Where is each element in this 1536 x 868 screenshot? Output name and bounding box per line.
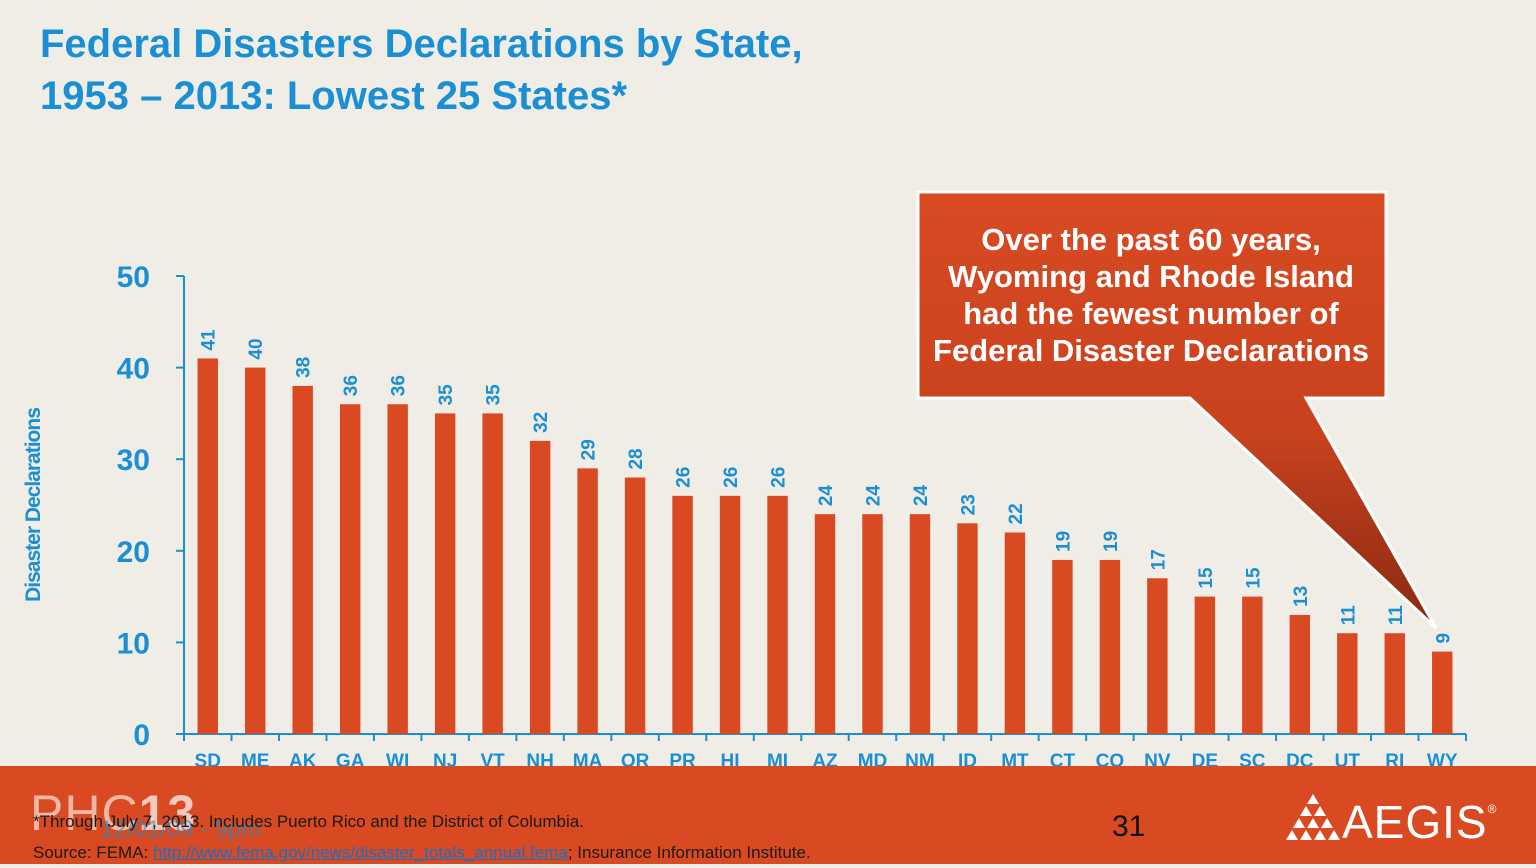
bar xyxy=(1004,532,1026,734)
bar-value-label: 17 xyxy=(1148,549,1169,570)
bar xyxy=(814,514,836,734)
bar-value-label: 19 xyxy=(1101,531,1122,552)
y-axis-title: Disaster Declarations xyxy=(22,408,45,602)
source-link[interactable]: http://www.fema.gov/news/disaster_totals… xyxy=(152,843,568,862)
bar-value-label: 9 xyxy=(1433,633,1454,644)
slide-title-line-2: 1953 – 2013: Lowest 25 States* xyxy=(40,74,628,118)
bar xyxy=(292,385,313,734)
event-logo-prefix: PHC xyxy=(30,785,139,841)
bar-value-label: 38 xyxy=(294,357,315,378)
bar xyxy=(672,495,693,734)
bar xyxy=(909,514,931,734)
bar xyxy=(1289,614,1311,734)
bar-value-label: 41 xyxy=(199,329,220,351)
bar-value-label: 36 xyxy=(341,375,362,396)
y-tick-label: 40 xyxy=(117,353,150,386)
bar xyxy=(1432,651,1453,734)
event-logo-number: 13 xyxy=(138,785,197,841)
bar-value-label: 40 xyxy=(246,338,267,359)
callout-text: Over the past 60 years, Wyoming and Rhod… xyxy=(933,222,1369,368)
bar xyxy=(1384,633,1405,734)
bar-value-label: 11 xyxy=(1338,605,1359,626)
page-number: 31 xyxy=(1112,810,1146,843)
bar xyxy=(245,367,266,734)
bar xyxy=(577,468,598,734)
slide-title: Federal Disasters Declarations by State,… xyxy=(40,18,1040,122)
source-line: Source: FEMA: http://www.fema.gov/news/d… xyxy=(33,837,811,868)
bar-value-label: 22 xyxy=(1006,503,1027,524)
y-tick-label: 0 xyxy=(133,719,150,752)
y-tick-label: 20 xyxy=(117,536,150,569)
aegis-wordmark: AEGIS xyxy=(1342,796,1488,848)
footnote-line: *Through July 7, 2013. Includes Puerto R… xyxy=(33,812,584,831)
bar-value-label: 26 xyxy=(721,467,742,488)
y-tick-label: 10 xyxy=(117,627,150,660)
bar-value-label: 36 xyxy=(389,375,410,396)
bar xyxy=(1099,559,1121,734)
bar xyxy=(482,413,503,734)
bar xyxy=(767,495,788,734)
event-logo: PHC13 xyxy=(30,788,196,838)
aegis-logo: AEGIS ® xyxy=(1286,790,1496,854)
bar-value-label: 26 xyxy=(674,467,695,488)
y-tick-label: 50 xyxy=(117,261,150,294)
bar-value-label: 24 xyxy=(816,485,837,507)
bar-value-label: 15 xyxy=(1243,567,1264,589)
bar xyxy=(719,495,741,734)
source-prefix: Source: FEMA: xyxy=(33,843,153,862)
y-tick-label: 30 xyxy=(117,444,150,477)
bar-value-label: 13 xyxy=(1291,586,1312,607)
footer-bar: PHC13 12/01/09 - 9pm *Through July 7, 20… xyxy=(0,766,1536,864)
bar-value-label: 29 xyxy=(579,439,600,460)
bar xyxy=(529,440,551,734)
bar-value-label: 35 xyxy=(436,384,457,406)
registered-mark: ® xyxy=(1487,802,1497,816)
bar xyxy=(434,413,456,734)
bar xyxy=(1052,559,1073,734)
source-suffix: ; Insurance Information Institute. xyxy=(567,843,811,862)
aegis-triangle-icon xyxy=(1286,794,1340,840)
bar-value-label: 23 xyxy=(958,494,979,515)
bar xyxy=(1194,596,1216,734)
bar xyxy=(957,523,978,734)
bar xyxy=(197,358,218,734)
bar-value-label: 24 xyxy=(863,485,884,507)
bar-value-label: 28 xyxy=(626,448,647,469)
bar-value-label: 32 xyxy=(531,412,552,433)
bar xyxy=(1242,596,1263,734)
slide-title-line-1: Federal Disasters Declarations by State, xyxy=(40,22,803,66)
bar xyxy=(339,404,361,734)
bar-value-label: 19 xyxy=(1053,531,1074,552)
bar-value-label: 24 xyxy=(911,485,932,507)
bar xyxy=(387,404,408,734)
bar xyxy=(1337,633,1358,734)
callout-box xyxy=(916,190,1438,630)
bar-value-label: 15 xyxy=(1196,567,1217,589)
footer-date: 12/01/09 - 9pm xyxy=(100,816,262,843)
bar xyxy=(1147,578,1168,734)
bar-value-label: 26 xyxy=(769,467,790,488)
bar-value-label: 11 xyxy=(1386,605,1407,626)
bar xyxy=(862,514,883,734)
footnote: *Through July 7, 2013. Includes Puerto R… xyxy=(33,806,811,868)
bar-value-label: 35 xyxy=(484,384,505,406)
bar xyxy=(624,477,646,734)
